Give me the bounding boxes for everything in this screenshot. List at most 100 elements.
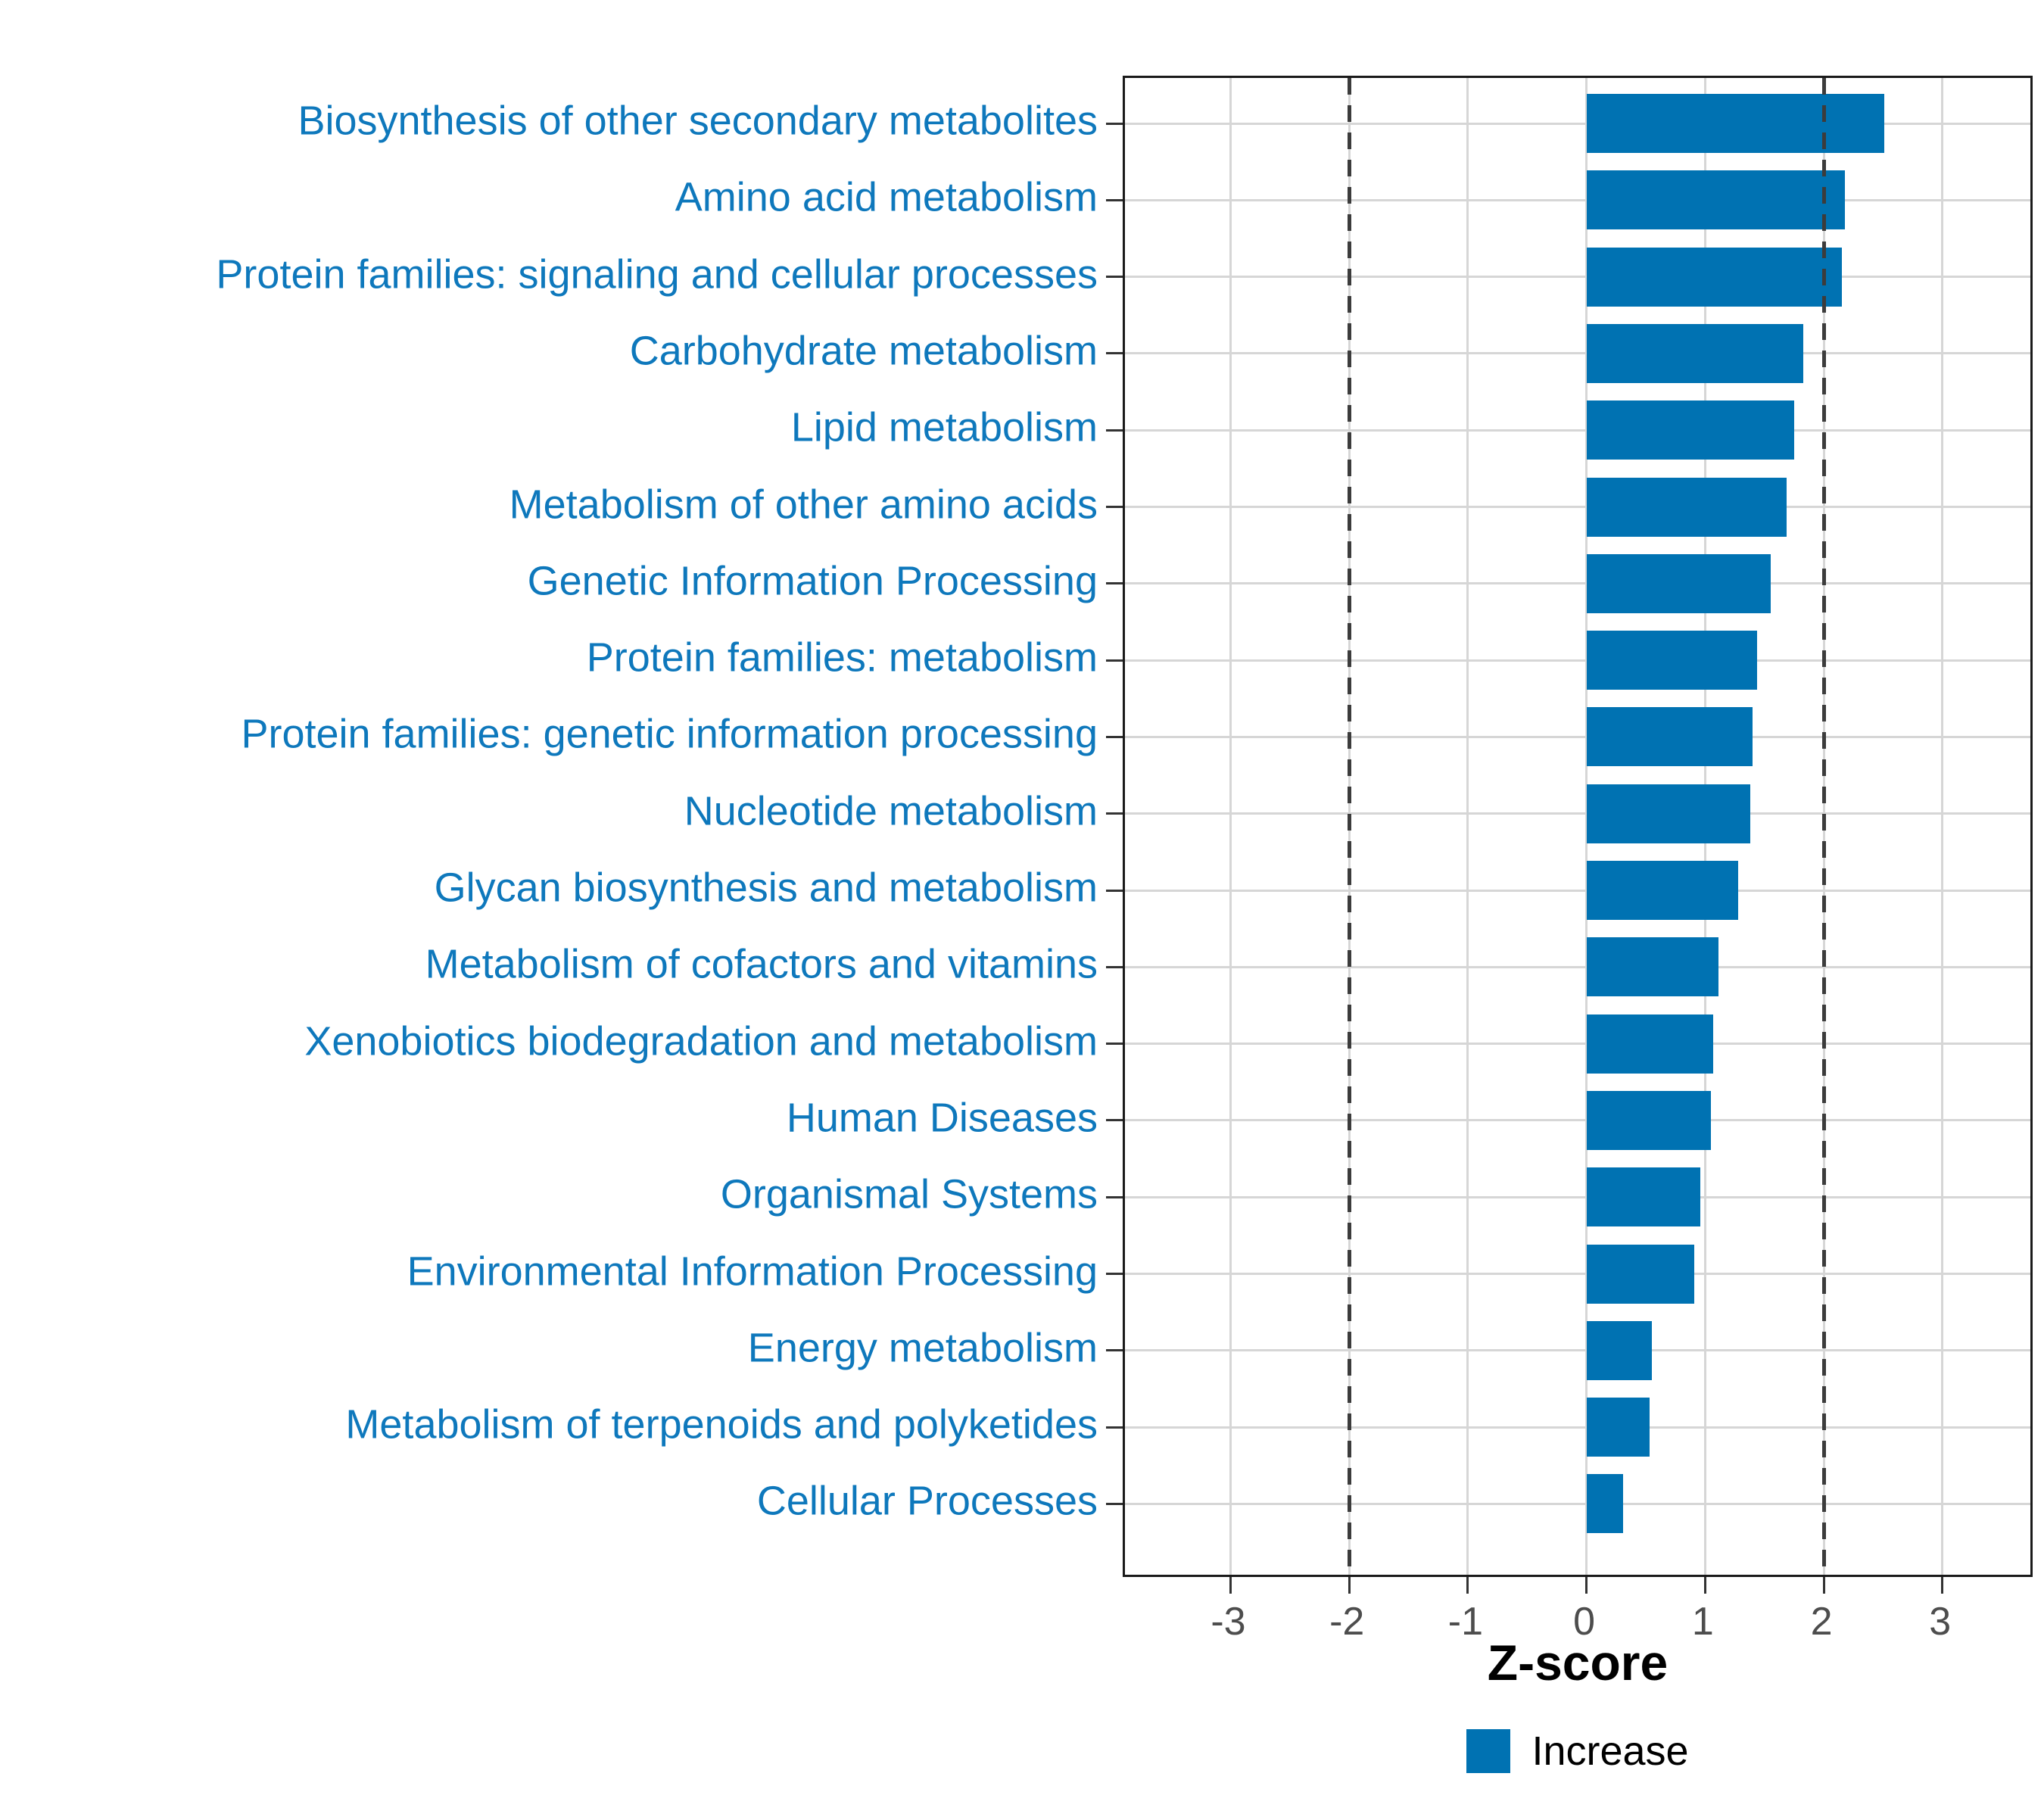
gridline-horizontal — [1125, 506, 2030, 508]
bar — [1586, 1474, 1624, 1534]
x-tick-label: -3 — [1211, 1600, 1246, 1644]
y-axis-tick — [1106, 659, 1123, 662]
bar — [1586, 707, 1753, 767]
y-axis-tick — [1106, 1043, 1123, 1046]
bar — [1586, 400, 1794, 460]
gridline-horizontal — [1125, 1349, 2030, 1352]
gridline-horizontal — [1125, 1426, 2030, 1429]
x-axis-tick — [1348, 1577, 1351, 1594]
gridline-horizontal — [1125, 1043, 2030, 1046]
category-label: Cellular Processes — [756, 1478, 1098, 1524]
x-axis-tick — [1229, 1577, 1232, 1594]
reference-line-dashed — [1347, 78, 1351, 1575]
category-label: Protein families: signaling and cellular… — [216, 251, 1098, 297]
bar — [1586, 861, 1739, 920]
gridline-horizontal — [1125, 1273, 2030, 1275]
bar — [1586, 1167, 1701, 1227]
x-tick-label: -1 — [1447, 1600, 1484, 1644]
legend-swatch-increase — [1466, 1729, 1511, 1773]
y-axis-tick — [1106, 812, 1123, 815]
y-axis-tick — [1106, 1119, 1123, 1122]
category-label: Biosynthesis of other secondary metaboli… — [298, 98, 1098, 144]
category-label: Amino acid metabolism — [675, 174, 1098, 220]
bar — [1586, 784, 1750, 843]
x-tick-label: 1 — [1691, 1600, 1714, 1644]
bar — [1586, 94, 1884, 153]
y-axis-tick — [1106, 889, 1123, 892]
y-axis-tick — [1106, 1195, 1123, 1198]
x-axis-tick — [1703, 1577, 1706, 1594]
y-axis-tick — [1106, 198, 1123, 201]
bar — [1586, 323, 1804, 383]
category-label: Lipid metabolism — [790, 404, 1098, 450]
x-axis-title: Z-score — [1487, 1635, 1669, 1691]
category-label: Environmental Information Processing — [407, 1248, 1098, 1294]
gridline-horizontal — [1125, 812, 2030, 815]
x-axis-tick — [1466, 1577, 1469, 1594]
category-label: Glycan biosynthesis and metabolism — [434, 865, 1098, 911]
category-label: Xenobiotics biodegradation and metabolis… — [304, 1018, 1098, 1064]
y-axis-tick — [1106, 506, 1123, 508]
category-label: Metabolism of other amino acids — [509, 481, 1098, 527]
bar — [1586, 553, 1771, 613]
x-tick-label: 3 — [1929, 1600, 1952, 1644]
bar — [1586, 1320, 1652, 1380]
gridline-vertical — [1941, 78, 1944, 1575]
y-axis-tick — [1106, 122, 1123, 125]
y-axis-tick — [1106, 276, 1123, 279]
category-label: Organismal Systems — [720, 1171, 1098, 1217]
gridline-vertical — [1229, 78, 1232, 1575]
gridline-horizontal — [1125, 735, 2030, 738]
bar — [1586, 937, 1718, 997]
y-axis-tick — [1106, 1349, 1123, 1352]
gridline-horizontal — [1125, 122, 2030, 125]
gridline-vertical — [1466, 78, 1469, 1575]
gridline-horizontal — [1125, 1502, 2030, 1505]
x-tick-label: 2 — [1810, 1600, 1833, 1644]
bar — [1586, 1090, 1712, 1150]
y-axis-tick — [1106, 735, 1123, 738]
gridline-horizontal — [1125, 352, 2030, 355]
category-label: Metabolism of cofactors and vitamins — [425, 941, 1098, 987]
bar — [1586, 1014, 1714, 1074]
reference-line-dashed — [1821, 78, 1826, 1575]
legend: Increase — [1123, 1728, 2033, 1775]
x-tick-label: 0 — [1573, 1600, 1596, 1644]
bar — [1586, 247, 1842, 307]
category-label: Protein families: metabolism — [586, 634, 1098, 681]
category-label: Nucleotide metabolism — [684, 787, 1098, 834]
gridline-horizontal — [1125, 429, 2030, 432]
gridline-horizontal — [1125, 198, 2030, 201]
x-axis-tick — [1941, 1577, 1944, 1594]
gridline-horizontal — [1125, 659, 2030, 662]
category-label: Carbohydrate metabolism — [629, 328, 1098, 374]
y-axis-tick — [1106, 582, 1123, 585]
gridline-horizontal — [1125, 1119, 2030, 1122]
category-label: Energy metabolism — [747, 1325, 1098, 1371]
y-axis-tick — [1106, 1426, 1123, 1429]
y-axis-tick — [1106, 965, 1123, 968]
gridline-horizontal — [1125, 1195, 2030, 1198]
y-axis-tick — [1106, 1273, 1123, 1275]
bar — [1586, 170, 1846, 230]
y-axis-tick — [1106, 429, 1123, 432]
x-tick-label: -2 — [1329, 1600, 1365, 1644]
category-label: Protein families: genetic information pr… — [241, 711, 1098, 757]
category-label: Metabolism of terpenoids and polyketides — [345, 1401, 1098, 1448]
bar — [1586, 631, 1758, 690]
gridline-horizontal — [1125, 965, 2030, 968]
legend-label-increase: Increase — [1531, 1728, 1689, 1774]
x-axis-tick — [1585, 1577, 1588, 1594]
bar — [1586, 477, 1787, 537]
gridline-horizontal — [1125, 889, 2030, 892]
gridline-horizontal — [1125, 582, 2030, 585]
category-label: Human Diseases — [786, 1095, 1098, 1141]
gridline-horizontal — [1125, 276, 2030, 279]
y-axis-tick — [1106, 352, 1123, 355]
bar — [1586, 1398, 1650, 1457]
x-axis-tick — [1822, 1577, 1825, 1594]
category-label: Genetic Information Processing — [527, 558, 1098, 604]
y-axis-tick — [1106, 1502, 1123, 1505]
plot-panel — [1106, 76, 2033, 1594]
